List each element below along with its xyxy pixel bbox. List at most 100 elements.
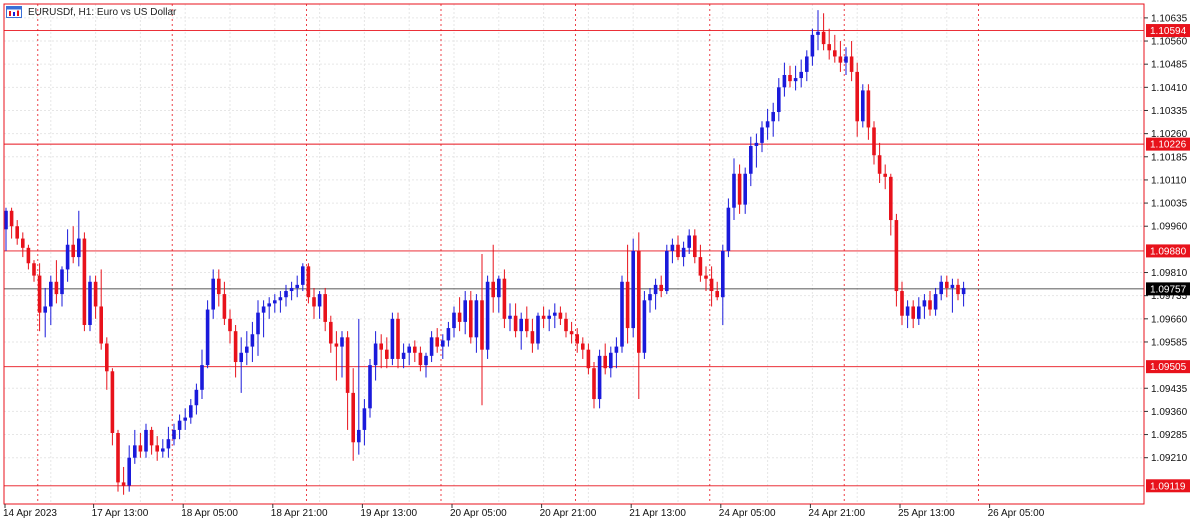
candle-body-bull [278,297,283,301]
candle-body-bull [446,328,451,341]
candle-body-bull [553,312,557,316]
candle-body-bull [441,340,445,347]
chart-title-bar: EURUSDf, H1: Euro vs US Dollar [6,4,176,20]
candle-body-bull [961,287,966,295]
candle-body-bear [855,71,859,122]
candle-body-bear [351,392,355,443]
level-price-box [1146,137,1190,151]
candle-body-bull [362,408,367,430]
y-axis-tick-label: 1.09735 [1151,291,1188,302]
candle-body-bear [21,238,25,248]
candle-body-bear [99,306,103,344]
candle-body-bull [648,294,652,301]
candle-body-bull [485,281,490,350]
candle-body-bull [88,281,92,325]
candle-body-bear [833,50,837,57]
candle-body-bull [905,306,910,316]
candle-body-bear [228,318,232,332]
y-axis-tick-label: 1.09285 [1151,430,1188,441]
candle-body-bear [105,343,109,372]
candle-body-bull [390,318,395,359]
candle-body-bear [32,263,36,276]
candle-body-bull [805,56,809,72]
candle-body-bull [732,173,736,208]
candle-body-bull [844,56,848,63]
candle-body-bear [592,368,596,400]
candle-body-bull [721,250,725,298]
candle-body-bull [939,281,943,295]
x-axis-tick-label: 14 Apr 2023 [3,508,57,519]
candle-body-bear [838,56,843,63]
candle-body-bull [508,315,512,319]
candle-body-bull [256,312,260,335]
y-axis-tick-label: 1.10035 [1151,199,1188,210]
candle-body-bull [760,127,764,143]
candle-body-bull [172,429,176,440]
current-price-box [1146,282,1190,296]
candle-body-bear [491,281,495,298]
candle-body-bull [250,334,255,347]
candle-body-bull [474,300,479,338]
candle-body-bear [413,346,417,353]
y-axis-tick-label: 1.10335 [1151,106,1188,117]
candle-body-bull [749,145,753,174]
candle-body-bear [956,284,960,295]
candle-body-bull [497,278,501,298]
x-axis-tick-label: 20 Apr 05:00 [450,508,507,519]
chart-title: EURUSDf, H1: Euro vs US Dollar [28,6,177,18]
candle-body-bull [261,306,266,313]
candle-body-bear [709,278,714,292]
candle-body-bear [945,281,949,288]
candle-body-bear [866,90,871,128]
candle-body-bull [743,173,747,205]
level-price-box [1146,479,1190,493]
chart-window-icon [6,6,22,18]
candle-body-bear [379,343,383,350]
candle-body-bear [586,349,591,369]
candle-body-bear [911,306,915,319]
candle-body-bear [541,315,546,319]
x-axis-tick-label: 21 Apr 13:00 [629,508,686,519]
candle-body-bear [872,127,876,156]
candle-body-bull [183,417,187,421]
candle-body-bull [127,457,131,486]
candle-body-bull [401,352,406,359]
candle-body-bull [205,309,210,366]
candle-body-bull [77,238,81,258]
candle-body-bull [620,281,624,347]
candle-body-bear [116,433,120,483]
candle-body-bear [659,284,663,292]
y-axis-tick-label: 1.10635 [1151,13,1188,24]
candle-body-bear [233,331,238,363]
candle-body-bull [273,300,277,304]
candle-body-bear [222,294,227,319]
candle-body-bull [200,365,204,390]
candle-body-bull [295,284,299,288]
x-axis-tick-label: 24 Apr 05:00 [719,508,776,519]
y-axis-tick-label: 1.10260 [1151,129,1188,140]
y-axis-tick-label: 1.10110 [1151,175,1187,186]
candle-body-bear [564,318,568,332]
candle-body-bull [49,281,53,307]
candle-body-bear [900,291,904,316]
candle-body-bull [631,250,635,329]
candle-body-bear [676,244,680,258]
candle-body-bull [373,343,378,366]
candle-body-bear [9,210,14,227]
candle-body-bear [54,281,59,295]
candle-body-bull [765,121,770,128]
y-axis-tick-label: 1.10485 [1151,60,1188,71]
candle-body-bear [558,312,563,319]
candle-body-bear [217,278,221,295]
candle-body-bull [922,300,927,307]
candle-body-bear [82,238,87,325]
candle-body-bear [715,291,719,298]
candle-body-bull [726,207,731,251]
candle-body-bull [133,445,137,458]
candle-body-bull [771,112,775,122]
candle-body-bull [368,365,372,409]
candle-body-bear [525,318,529,332]
candle-body-bear [15,226,19,239]
